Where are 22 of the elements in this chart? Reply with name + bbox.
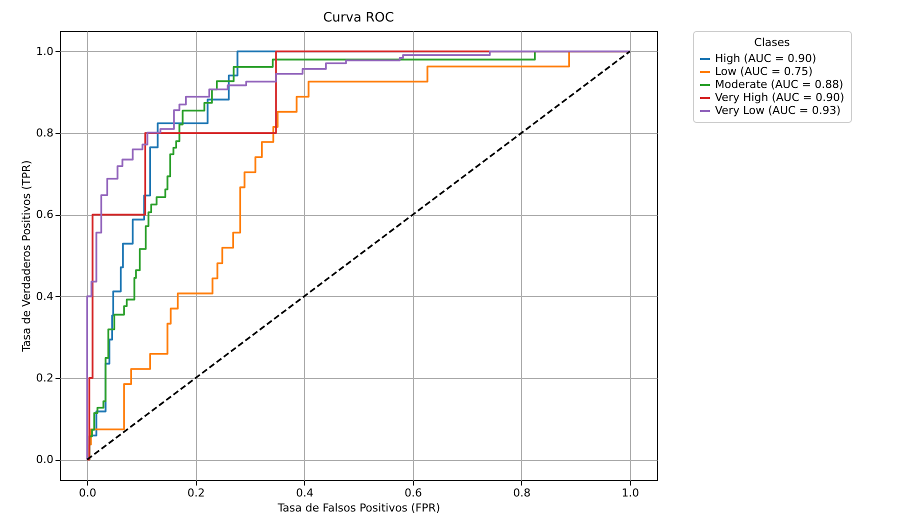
y-tick-label: 0.6: [36, 208, 54, 222]
legend-title: Clases: [754, 36, 790, 49]
x-tick-label: 0.6: [404, 486, 422, 500]
legend-label: Very High (AUC = 0.90): [715, 91, 844, 104]
x-axis-title: Tasa de Falsos Positivos (FPR): [276, 502, 440, 514]
x-tick-label: 0.2: [187, 486, 205, 500]
y-tick-label: 0.4: [36, 290, 54, 303]
y-tick-label: 0.0: [36, 453, 54, 466]
legend-label: Low (AUC = 0.75): [715, 65, 813, 78]
line-series: [86, 50, 631, 460]
y-axis-title: Tasa de Verdaderos Positivos (TPR): [20, 160, 34, 353]
y-tick-label: 1.0: [36, 44, 54, 58]
x-tick-label: 1.0: [622, 486, 640, 500]
x-tick-label: 0.0: [78, 486, 96, 500]
y-tick-label: 0.2: [36, 371, 54, 384]
legend-label: Moderate (AUC = 0.88): [715, 78, 844, 91]
x-tick-label: 0.4: [296, 486, 314, 500]
legend-label: Very Low (AUC = 0.93): [715, 104, 841, 117]
legend-label: High (AUC = 0.90): [715, 52, 816, 65]
y-tick-label: 0.8: [36, 126, 54, 140]
chart-title: Curva ROC: [323, 10, 394, 26]
x-tick-label: 0.8: [513, 486, 531, 500]
